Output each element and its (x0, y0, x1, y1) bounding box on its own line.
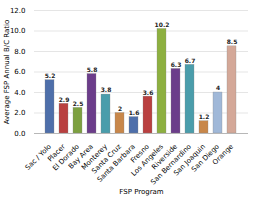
svg-text:6.0: 6.0 (14, 68, 25, 76)
svg-text:Placer: Placer (46, 142, 67, 164)
svg-text:Average FSP Annual B/C Ratio: Average FSP Annual B/C Ratio (3, 20, 11, 125)
svg-text:2: 2 (118, 105, 122, 112)
svg-text:5.2: 5.2 (45, 72, 56, 79)
svg-text:FSP Program: FSP Program (119, 188, 164, 196)
svg-text:4: 4 (216, 84, 220, 91)
svg-text:Sac / Yolo: Sac / Yolo (23, 142, 53, 172)
svg-text:San Diego: San Diego (190, 142, 221, 174)
svg-text:1.6: 1.6 (129, 109, 140, 116)
svg-text:San Bernardino: San Bernardino (149, 142, 193, 187)
svg-text:San Joaquin: San Joaquin (172, 142, 207, 178)
svg-text:10.0: 10.0 (10, 27, 26, 35)
svg-text:3.8: 3.8 (101, 86, 112, 93)
svg-text:Los Angeles: Los Angeles (129, 142, 165, 178)
svg-text:2.0: 2.0 (14, 109, 25, 117)
svg-text:Fresno: Fresno (129, 142, 151, 165)
svg-text:8.0: 8.0 (14, 48, 25, 56)
svg-text:12.0: 12.0 (10, 7, 26, 15)
svg-text:Santa Cruz: Santa Cruz (90, 142, 123, 176)
svg-text:0.0: 0.0 (14, 130, 25, 138)
svg-text:1.2: 1.2 (199, 113, 210, 120)
svg-text:2.9: 2.9 (59, 96, 70, 103)
svg-text:Bay Area: Bay Area (67, 142, 95, 171)
svg-text:Orange: Orange (211, 143, 235, 167)
svg-text:Monterey: Monterey (80, 142, 109, 172)
svg-text:Santa Barbara: Santa Barbara (96, 143, 137, 184)
svg-text:4.0: 4.0 (14, 89, 25, 97)
svg-text:10.2: 10.2 (155, 21, 170, 28)
svg-text:2.5: 2.5 (73, 100, 84, 107)
svg-text:3.6: 3.6 (143, 89, 154, 96)
svg-text:8.5: 8.5 (227, 38, 238, 45)
svg-text:6.3: 6.3 (171, 61, 182, 68)
svg-text:5.8: 5.8 (87, 66, 98, 73)
svg-text:El Dorado: El Dorado (51, 142, 81, 173)
svg-text:Riverside: Riverside (150, 142, 179, 172)
svg-text:6.7: 6.7 (185, 57, 196, 64)
